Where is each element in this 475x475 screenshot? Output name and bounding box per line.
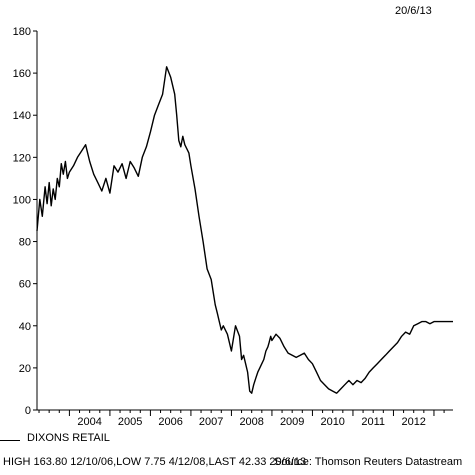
x-tick-label: 2006 (158, 416, 182, 428)
series-line (36, 66, 453, 394)
x-tick-label: 2011 (361, 416, 385, 428)
y-tick-label: 120 (13, 152, 31, 164)
x-tick-label: 2005 (118, 416, 142, 428)
x-tick-label: 2012 (401, 416, 425, 428)
y-tick-label: 160 (13, 68, 31, 80)
date-stamp: 20/6/13 (395, 5, 432, 17)
y-tick-label: 20 (19, 363, 31, 375)
y-axis-ticks: 0 20 40 60 80 100 120 140 160 180 (13, 26, 37, 417)
x-tick-label: 2004 (77, 416, 101, 428)
y-tick-label: 180 (13, 26, 31, 38)
x-tick-label: 2009 (280, 416, 304, 428)
x-tick-label: 2010 (320, 416, 344, 428)
y-tick-label: 80 (19, 237, 31, 249)
series-layer (36, 66, 453, 394)
x-tick-label: 2008 (239, 416, 263, 428)
y-tick-label: 60 (19, 279, 31, 291)
source-text: Source: Thomson Reuters Datastream (274, 456, 463, 468)
x-tick-label: 2007 (199, 416, 223, 428)
y-tick-label: 140 (13, 110, 31, 122)
y-tick-label: 40 (19, 321, 31, 333)
chart-axes (36, 31, 453, 411)
price-stats-text: HIGH 163.80 12/10/06,LOW 7.75 4/12/08,LA… (3, 456, 307, 468)
y-tick-label: 100 (13, 194, 31, 206)
legend-label: DIXONS RETAIL (27, 432, 110, 444)
y-tick-label: 0 (25, 405, 31, 417)
legend-line-swatch (0, 440, 20, 441)
x-axis-ticks: 2004 2005 2006 2007 2008 2009 2010 2011 2012 (38, 410, 445, 428)
